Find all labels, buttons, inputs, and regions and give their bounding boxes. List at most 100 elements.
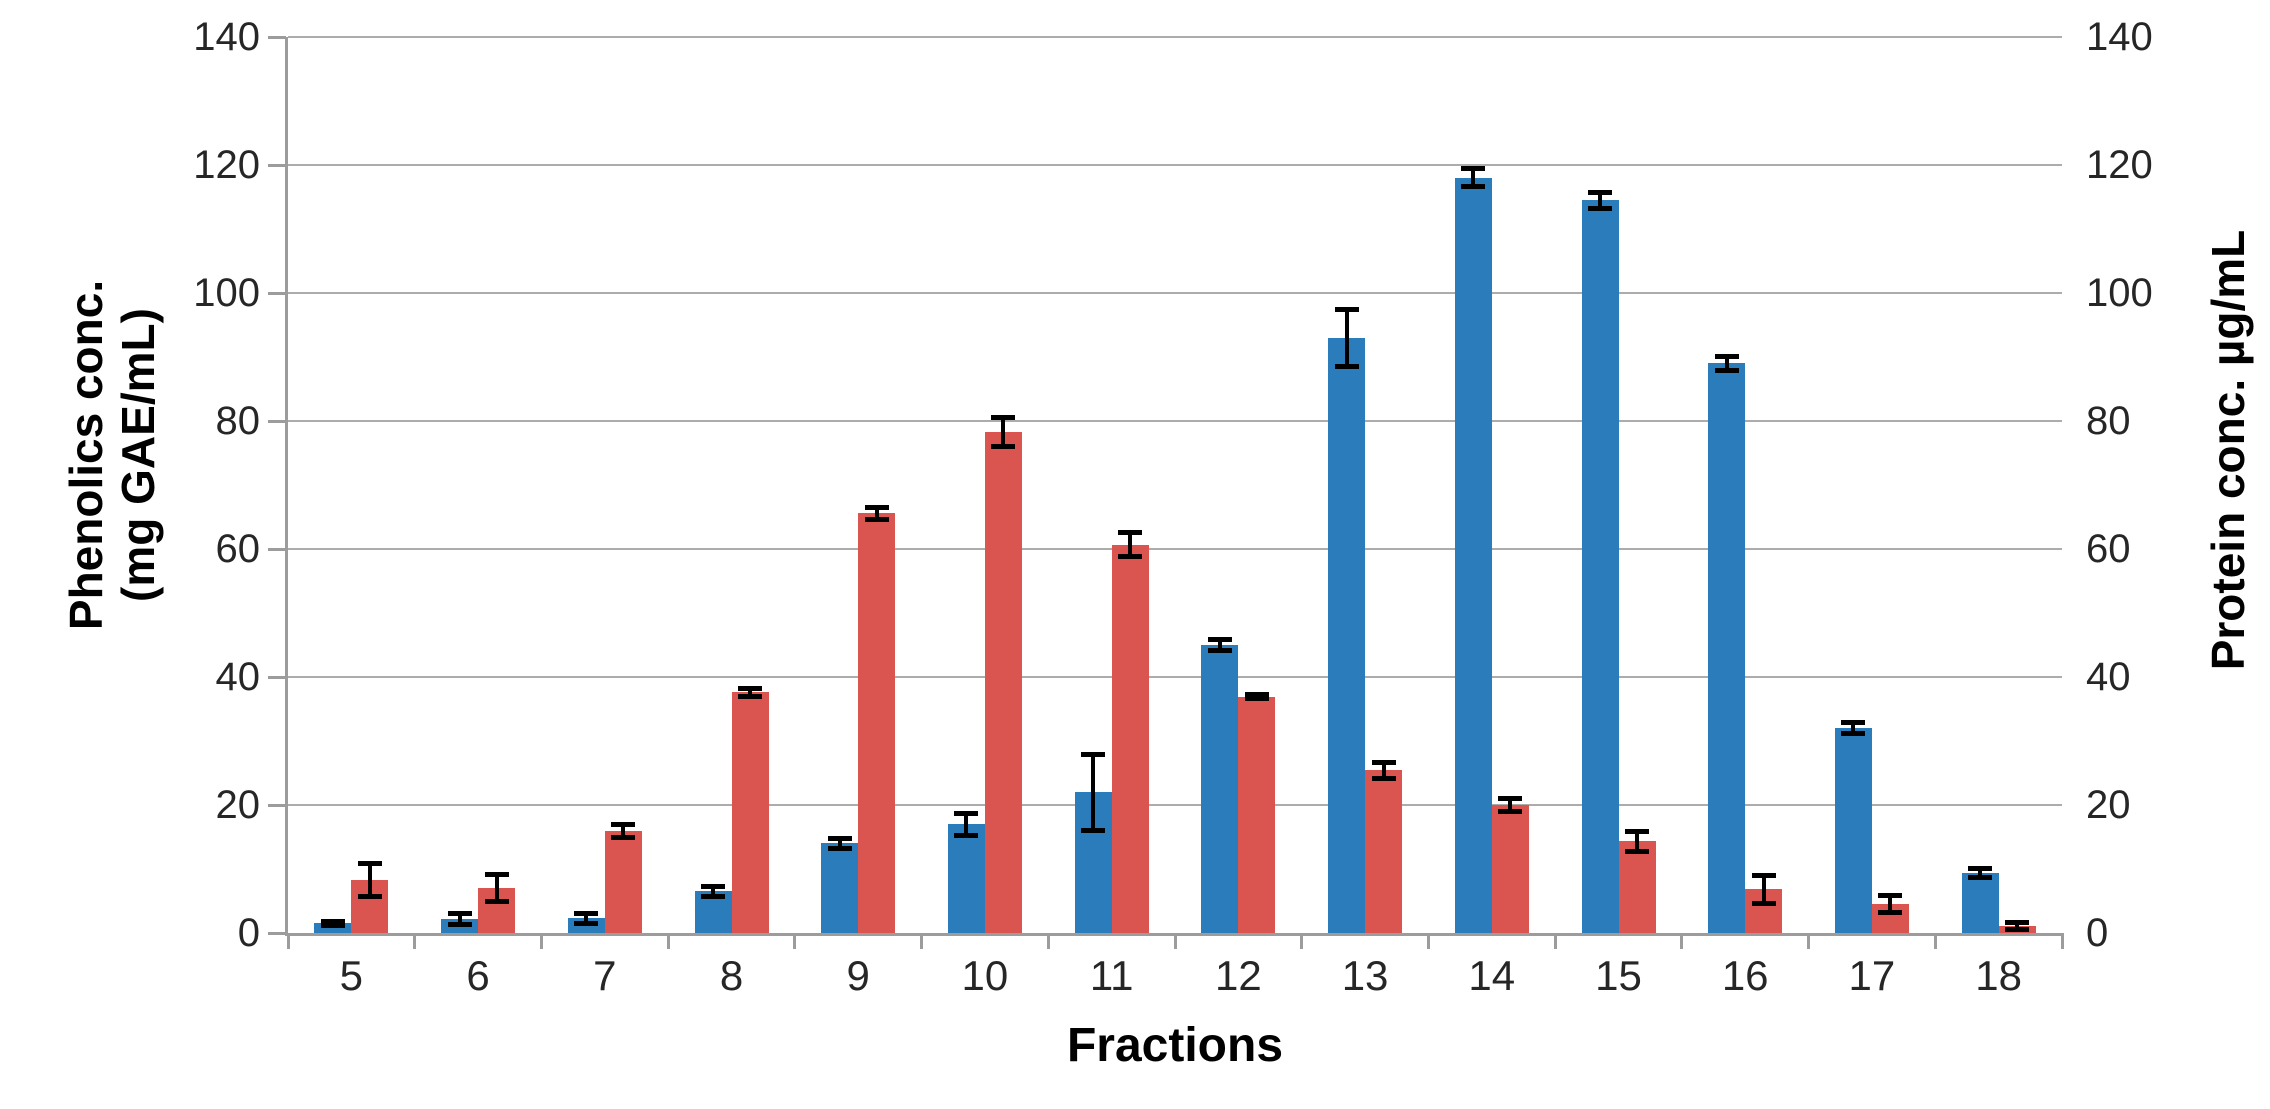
left-axis-tick-100 — [268, 292, 286, 295]
error-bar-cap-top-red-bars-16 — [1751, 872, 1776, 878]
x-tick-label-10: 10 — [961, 952, 1009, 999]
bar-red-bars-fraction-12 — [1238, 696, 1276, 933]
error-bar-line-blue-bars-12 — [1217, 639, 1222, 651]
error-bar-cap-bottom-red-bars-11 — [1118, 553, 1143, 559]
error-bar-line-blue-bars-8 — [711, 886, 715, 897]
error-bar-cap-bottom-blue-bars-7 — [574, 921, 599, 927]
error-bar-cap-top-red-bars-11 — [1118, 530, 1143, 536]
error-bar-line-red-bars-11 — [1128, 532, 1133, 557]
x-tick-label-7: 7 — [593, 952, 617, 999]
gridline-120 — [288, 164, 2062, 166]
x-axis-tick-7 — [1173, 933, 1177, 949]
left-axis-title-line1: Phenolics conc. — [60, 279, 112, 631]
error-bar-line-blue-bars-16 — [1724, 355, 1729, 372]
gridline-60 — [288, 548, 2062, 550]
bar-red-bars-fraction-9 — [858, 513, 896, 933]
error-bar-cap-bottom-blue-bars-9 — [827, 846, 852, 852]
error-bar-cap-bottom-blue-bars-5 — [320, 922, 345, 928]
error-bar-line-red-bars-17 — [1888, 895, 1893, 914]
error-bar-line-blue-bars-18 — [1978, 867, 1983, 878]
error-bar-cap-bottom-blue-bars-8 — [701, 893, 725, 899]
error-bar-cap-top-blue-bars-10 — [954, 810, 979, 816]
bar-blue-bars-fraction-9 — [821, 843, 859, 933]
bar-red-bars-fraction-14 — [1491, 805, 1529, 933]
y-tick-label-right-0: 0 — [2086, 911, 2109, 955]
x-axis-tick-10 — [1553, 933, 1557, 949]
x-tick-label-13: 13 — [1341, 952, 1389, 999]
gridline-100 — [288, 292, 2062, 294]
error-bar-cap-top-red-bars-15 — [1625, 829, 1649, 835]
x-tick-label-18: 18 — [1975, 952, 2022, 999]
y-tick-label-right-40: 40 — [2086, 655, 2131, 699]
y-tick-label-left-80: 80 — [215, 399, 261, 443]
left-axis-tick-80 — [268, 420, 286, 423]
error-bar-cap-bottom-red-bars-17 — [1878, 910, 1903, 916]
error-bar-cap-top-red-bars-18 — [2005, 920, 2030, 926]
error-bar-line-blue-bars-15 — [1598, 191, 1602, 209]
left-axis-title-line2: (mg GAE/mL) — [112, 308, 164, 602]
error-bar-line-red-bars-14 — [1508, 797, 1513, 813]
error-bar-cap-bottom-red-bars-5 — [357, 893, 382, 899]
error-bar-cap-top-red-bars-17 — [1878, 893, 1903, 899]
error-bar-cap-top-blue-bars-16 — [1714, 353, 1739, 359]
left-axis-tick-40 — [268, 676, 286, 679]
error-bar-line-red-bars-5 — [367, 863, 372, 897]
error-bar-cap-top-red-bars-12 — [1244, 692, 1269, 698]
y-tick-label-left-60: 60 — [215, 527, 261, 571]
left-axis-tick-20 — [268, 804, 286, 807]
error-bar-cap-bottom-blue-bars-15 — [1588, 205, 1612, 211]
bar-blue-bars-fraction-10 — [947, 824, 985, 933]
error-bar-cap-top-blue-bars-17 — [1841, 720, 1866, 726]
x-axis-tick-14 — [2060, 933, 2064, 949]
error-bar-cap-bottom-blue-bars-14 — [1461, 184, 1486, 190]
bar-blue-bars-fraction-12 — [1201, 645, 1239, 933]
error-bar-line-blue-bars-6 — [457, 913, 462, 925]
right-axis-title: Protein conc. µg/mL — [2202, 229, 2254, 671]
error-bar-line-red-bars-10 — [1001, 417, 1006, 447]
left-axis-tick-140 — [268, 36, 286, 39]
x-axis-tick-0 — [286, 933, 290, 949]
error-bar-cap-top-red-bars-9 — [864, 504, 889, 510]
error-bar-cap-top-blue-bars-14 — [1461, 166, 1486, 172]
error-bar-line-blue-bars-11 — [1091, 753, 1096, 831]
x-axis-tick-9 — [1426, 933, 1430, 949]
error-bar-cap-top-red-bars-5 — [357, 861, 382, 867]
gridline-140 — [288, 36, 2062, 38]
error-bar-line-red-bars-16 — [1761, 874, 1766, 905]
error-bar-cap-bottom-blue-bars-11 — [1081, 827, 1106, 833]
error-bar-cap-top-red-bars-13 — [1371, 760, 1396, 766]
error-bar-cap-top-red-bars-7 — [611, 821, 636, 827]
x-tick-label-14: 14 — [1468, 952, 1516, 999]
error-bar-cap-bottom-red-bars-15 — [1625, 848, 1649, 854]
error-bar-cap-bottom-blue-bars-18 — [1968, 874, 1993, 880]
error-bar-line-red-bars-6 — [494, 874, 499, 903]
x-tick-label-11: 11 — [1089, 952, 1134, 999]
bar-blue-bars-fraction-5 — [314, 923, 352, 933]
left-axis-title: Phenolics conc. (mg GAE/mL) — [60, 5, 164, 905]
error-bar-cap-bottom-red-bars-9 — [864, 516, 889, 522]
x-tick-label-12: 12 — [1214, 952, 1262, 999]
error-bar-cap-bottom-red-bars-14 — [1498, 809, 1523, 815]
gridline-40 — [288, 676, 2062, 678]
error-bar-cap-bottom-red-bars-12 — [1244, 696, 1269, 702]
left-axis-tick-0 — [268, 932, 286, 935]
x-axis-tick-2 — [539, 933, 543, 949]
error-bar-cap-bottom-blue-bars-13 — [1334, 363, 1359, 369]
error-bar-cap-bottom-red-bars-13 — [1371, 775, 1396, 781]
x-tick-label-9: 9 — [846, 952, 870, 999]
error-bar-line-blue-bars-10 — [964, 812, 969, 836]
error-bar-line-blue-bars-17 — [1851, 722, 1856, 734]
error-bar-cap-top-red-bars-6 — [484, 872, 509, 878]
error-bar-line-red-bars-13 — [1381, 762, 1386, 779]
y-tick-label-right-60: 60 — [2086, 527, 2131, 571]
error-bar-cap-bottom-red-bars-10 — [991, 443, 1016, 449]
error-bar-cap-top-red-bars-8 — [738, 685, 762, 691]
error-bar-cap-top-blue-bars-15 — [1588, 189, 1612, 195]
error-bar-cap-bottom-blue-bars-10 — [954, 832, 979, 838]
x-axis-tick-6 — [1046, 933, 1050, 949]
error-bar-line-red-bars-9 — [874, 506, 879, 520]
error-bar-cap-top-red-bars-10 — [991, 415, 1016, 421]
x-axis-tick-8 — [1300, 933, 1304, 949]
error-bar-cap-top-red-bars-14 — [1498, 795, 1523, 801]
